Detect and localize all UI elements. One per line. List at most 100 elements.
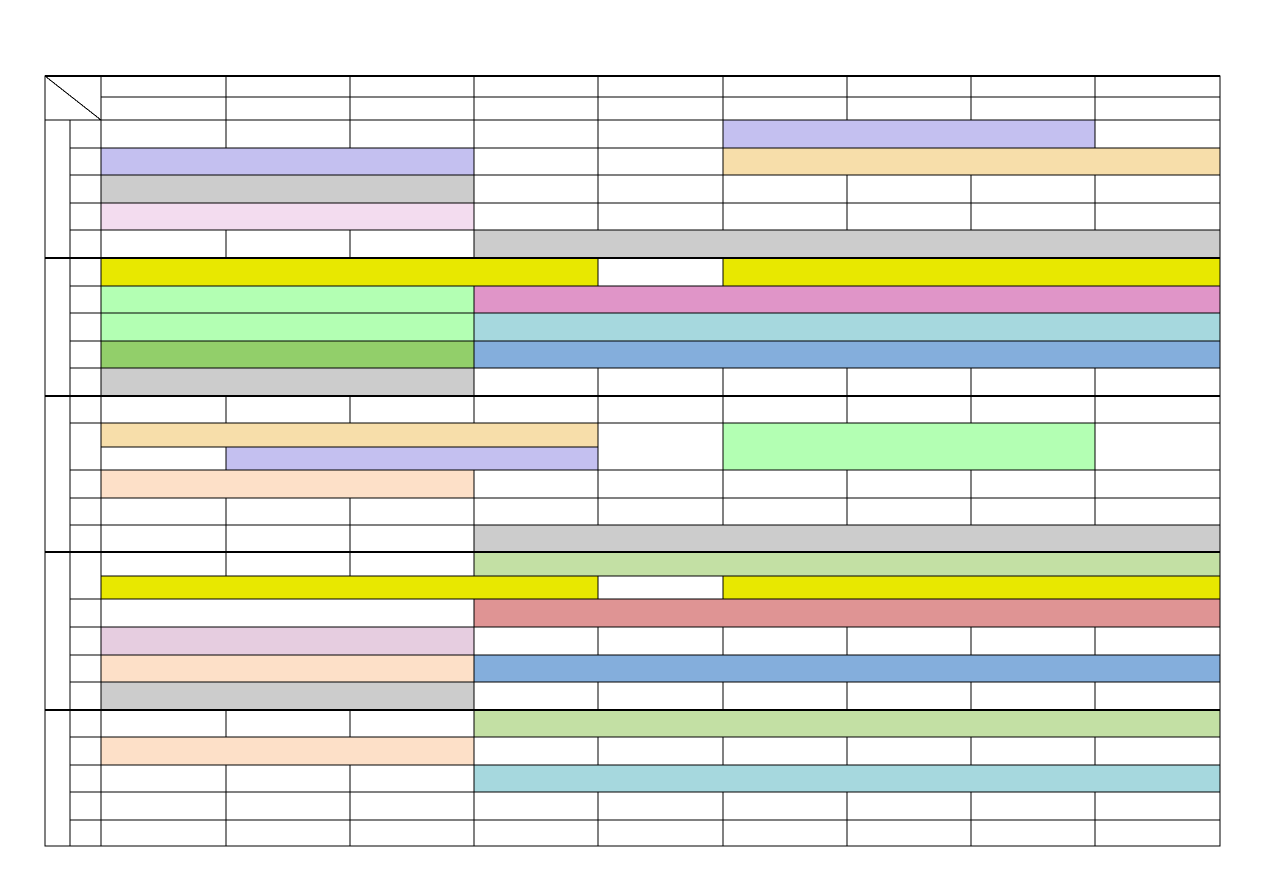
cell (100, 497, 227, 526)
cell (225, 551, 351, 577)
cell (69, 395, 102, 424)
cell (225, 819, 351, 847)
cell (473, 681, 599, 711)
cell (100, 340, 475, 369)
cell (970, 96, 1096, 121)
cell (100, 654, 475, 683)
cell (473, 340, 1221, 369)
cell (100, 395, 227, 424)
cell (69, 626, 102, 656)
cell (970, 395, 1096, 424)
cell (69, 654, 102, 683)
cell (69, 598, 102, 628)
cell (69, 551, 102, 600)
cell (100, 229, 227, 259)
cell (69, 285, 102, 314)
cell (100, 147, 475, 176)
cell (225, 791, 351, 821)
cell (970, 174, 1096, 204)
cell (846, 736, 972, 766)
cell (722, 819, 848, 847)
cell (722, 681, 848, 711)
cell (100, 791, 227, 821)
cell (722, 147, 1221, 176)
cell (1094, 422, 1221, 471)
cell (473, 395, 599, 424)
cell (225, 96, 351, 121)
cell (349, 75, 475, 98)
cell (473, 119, 599, 149)
cell (846, 202, 972, 231)
cell (225, 709, 351, 738)
cell (597, 736, 724, 766)
cell (722, 96, 848, 121)
cell (1094, 626, 1221, 656)
cell (1094, 96, 1221, 121)
cell (100, 764, 227, 793)
cell (100, 446, 227, 471)
cell (473, 96, 599, 121)
cell (100, 119, 227, 149)
cell (846, 819, 972, 847)
cell (69, 312, 102, 342)
cell (597, 202, 724, 231)
cell (44, 395, 71, 553)
cell (69, 229, 102, 259)
cell (473, 75, 599, 98)
cell (473, 524, 1221, 553)
cell (1094, 497, 1221, 526)
cell (970, 367, 1096, 397)
cell (1094, 174, 1221, 204)
cell (970, 819, 1096, 847)
cell (597, 626, 724, 656)
cell (722, 202, 848, 231)
cell (846, 681, 972, 711)
cell (44, 551, 71, 711)
cell (100, 681, 475, 711)
cell (100, 367, 475, 397)
cell (349, 524, 475, 553)
cell (225, 524, 351, 553)
cell (69, 791, 102, 821)
cell (473, 598, 1221, 628)
cell (846, 75, 972, 98)
cell (100, 469, 475, 499)
cell (473, 791, 599, 821)
cell (69, 497, 102, 526)
cell (846, 96, 972, 121)
cell (722, 367, 848, 397)
cell (100, 709, 227, 738)
cell (722, 497, 848, 526)
cell (349, 764, 475, 793)
cell (597, 575, 724, 600)
cell (69, 174, 102, 204)
cell (722, 575, 1221, 600)
cell (473, 202, 599, 231)
cell (846, 469, 972, 499)
cell (473, 312, 1221, 342)
cell (473, 551, 1221, 577)
cell (722, 736, 848, 766)
cell (597, 119, 724, 149)
cell (349, 96, 475, 121)
cell (100, 285, 475, 314)
cell (722, 422, 1096, 471)
cell (69, 469, 102, 499)
cell (225, 764, 351, 793)
cell (597, 75, 724, 98)
cell (970, 681, 1096, 711)
cell (100, 96, 227, 121)
cell (473, 367, 599, 397)
cell (722, 791, 848, 821)
cell (597, 819, 724, 847)
cell (473, 709, 1221, 738)
cell (69, 202, 102, 231)
cell (69, 340, 102, 369)
cell (1094, 681, 1221, 711)
cell (970, 626, 1096, 656)
cell (1094, 75, 1221, 98)
cell (349, 229, 475, 259)
cell (100, 736, 475, 766)
cell (225, 75, 351, 98)
cell (1094, 367, 1221, 397)
